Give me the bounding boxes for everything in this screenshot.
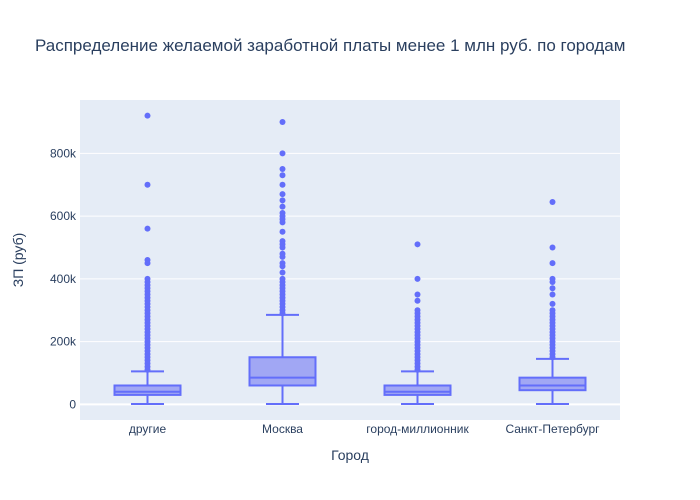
y-tick-label: 800k (50, 146, 77, 160)
outlier-point (279, 244, 286, 251)
y-axis-title: ЗП (руб) (10, 233, 26, 288)
outlier-point (279, 228, 286, 235)
outlier-point (144, 112, 151, 119)
x-tick-label: Санкт-Петербург (505, 422, 600, 436)
box-3 (518, 198, 587, 405)
outlier-point (279, 118, 286, 125)
outlier-point (549, 354, 556, 361)
outlier-point (414, 366, 421, 373)
outlier-point (549, 285, 556, 292)
iqr-box (248, 356, 317, 387)
chart-title: Распределение желаемой заработной платы … (35, 36, 625, 55)
y-tick-labels: 0 200k 400k 600k 800k (50, 146, 77, 411)
outlier-point (414, 275, 421, 282)
outlier-point (279, 310, 286, 317)
y-tick-label: 600k (50, 209, 77, 223)
iqr-box (383, 384, 452, 396)
outlier-point (414, 291, 421, 298)
y-tick-label: 0 (69, 397, 76, 411)
x-tick-label: город-миллионник (366, 422, 469, 436)
outlier-point (279, 191, 286, 198)
outlier-point (144, 260, 151, 267)
boxes (113, 112, 587, 405)
outlier-point (279, 166, 286, 173)
x-tick-label: Москва (262, 422, 303, 436)
outlier-point (549, 278, 556, 285)
outlier-point (144, 181, 151, 188)
outlier-point (279, 172, 286, 179)
box-2 (383, 241, 452, 405)
box-0 (113, 112, 182, 405)
outlier-point (279, 150, 286, 157)
y-tick-label: 200k (50, 335, 77, 349)
outlier-point (549, 300, 556, 307)
outlier-point (279, 181, 286, 188)
x-tick-label: другие (129, 422, 167, 436)
x-axis-title: Город (331, 447, 369, 463)
outlier-point (279, 263, 286, 270)
outlier-point (549, 260, 556, 267)
outlier-point (279, 253, 286, 260)
outlier-point (144, 366, 151, 373)
outlier-point (279, 197, 286, 204)
outlier-point (414, 297, 421, 304)
outlier-point (549, 198, 556, 205)
x-tick-labels: другие Москва город-миллионник Санкт-Петерб… (129, 422, 600, 436)
outlier-point (279, 203, 286, 210)
box-1 (248, 118, 317, 405)
outlier-point (279, 219, 286, 226)
outlier-point (414, 241, 421, 248)
iqr-box (113, 384, 182, 396)
iqr-box (518, 376, 587, 392)
gridlines (80, 152, 620, 406)
y-tick-label: 400k (50, 272, 77, 286)
outlier-point (549, 291, 556, 298)
outlier-point (144, 225, 151, 232)
outlier-point (549, 244, 556, 251)
outlier-point (279, 269, 286, 276)
